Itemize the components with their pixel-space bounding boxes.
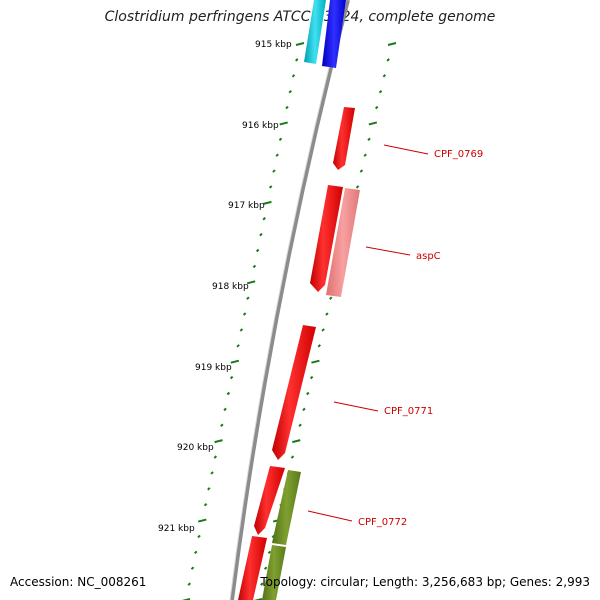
kbp-axis: 915 kbp 916 kbp 917 kbp 918 kbp 919 kbp … [158, 40, 292, 534]
minor-tick [321, 328, 325, 332]
minor-tick [268, 185, 273, 189]
minor-tick [213, 455, 218, 459]
minor-tick [382, 74, 387, 78]
kbp-label: 918 kbp [212, 282, 249, 292]
minor-tick [263, 566, 268, 570]
minor-tick [223, 407, 227, 412]
gene-red-920[interactable] [254, 466, 285, 535]
minor-tick [239, 328, 244, 332]
gene-aspc[interactable] [326, 188, 360, 297]
major-tick [246, 280, 256, 285]
minor-tick [359, 169, 364, 173]
left-tick-ring [181, 42, 305, 600]
major-tick [295, 42, 305, 46]
major-tick [253, 598, 263, 600]
kbp-label: 916 kbp [242, 121, 279, 131]
minor-tick [355, 185, 360, 189]
minor-tick [367, 137, 371, 142]
gene-label[interactable]: aspC [416, 251, 441, 262]
minor-tick [246, 296, 250, 300]
minor-tick [306, 391, 310, 396]
minor-tick [298, 423, 302, 427]
minor-tick [187, 582, 191, 586]
minor-tick [272, 169, 276, 173]
minor-tick [291, 74, 296, 78]
major-tick [214, 439, 223, 444]
minor-tick [236, 344, 240, 348]
minor-tick [194, 550, 198, 555]
label-connectors [307, 144, 429, 522]
genome-backbone [230, 0, 350, 600]
accession-text: Accession: NC_008261 [10, 575, 147, 589]
gene-red-921[interactable] [238, 536, 267, 600]
gene-cpf-0772-green[interactable] [272, 470, 301, 545]
minor-tick [226, 391, 231, 396]
minor-tick [255, 248, 260, 253]
gene-labels: CPF_0769 aspC CPF_0771 CPF_0772 [358, 149, 483, 528]
minor-tick [190, 566, 195, 570]
topology-text: Topology: circular; Length: 3,256,683 bp… [260, 575, 590, 589]
minor-tick [259, 232, 263, 237]
minor-tick [378, 89, 383, 94]
minor-tick [229, 375, 234, 380]
minor-tick [295, 58, 299, 62]
minor-tick [302, 407, 306, 412]
major-tick [311, 359, 320, 364]
gene-cyan[interactable] [304, 0, 326, 64]
gene-blue[interactable] [322, 0, 346, 68]
minor-tick [252, 264, 257, 269]
minor-tick [290, 455, 295, 459]
minor-tick [260, 582, 264, 586]
gene-cpf-0769[interactable] [333, 107, 355, 170]
major-tick [279, 121, 288, 126]
minor-tick [203, 502, 208, 507]
major-tick [181, 598, 191, 600]
major-tick [198, 518, 207, 523]
minor-tick [386, 58, 390, 62]
minor-tick [267, 550, 272, 555]
reverse-strand-genes [238, 0, 346, 600]
minor-tick [262, 217, 266, 221]
kbp-label: 915 kbp [255, 40, 292, 50]
minor-tick [374, 105, 379, 110]
major-tick [230, 359, 240, 364]
kbp-label: 921 kbp [158, 524, 195, 534]
gene-label[interactable]: CPF_0772 [358, 517, 407, 528]
gene-green-lower[interactable] [262, 545, 286, 600]
kbp-label: 919 kbp [195, 363, 232, 373]
genome-backbone-highlight [229, 0, 347, 600]
minor-tick [329, 296, 333, 300]
minor-tick [285, 105, 289, 110]
minor-tick [317, 344, 321, 348]
major-tick [387, 42, 397, 46]
major-tick [292, 439, 301, 444]
minor-tick [242, 312, 247, 316]
minor-tick [325, 312, 329, 316]
minor-tick [278, 137, 283, 142]
minor-tick [275, 153, 279, 157]
gene-cpf-0771[interactable] [272, 325, 316, 460]
major-tick [368, 121, 378, 126]
minor-tick [207, 487, 211, 491]
minor-tick [210, 471, 214, 475]
kbp-label: 917 kbp [228, 201, 265, 211]
minor-tick [288, 89, 292, 94]
major-tick [263, 200, 272, 205]
minor-tick [220, 423, 224, 427]
minor-tick [197, 534, 201, 539]
gene-red-917[interactable] [310, 185, 343, 292]
gene-label[interactable]: CPF_0771 [384, 406, 433, 417]
minor-tick [363, 153, 367, 157]
kbp-label: 920 kbp [177, 443, 214, 453]
forward-strand-genes [262, 107, 360, 600]
minor-tick [309, 375, 314, 380]
map-title: Clostridium perfringens ATCC 13124, comp… [104, 9, 496, 25]
gene-label[interactable]: CPF_0769 [434, 149, 483, 160]
